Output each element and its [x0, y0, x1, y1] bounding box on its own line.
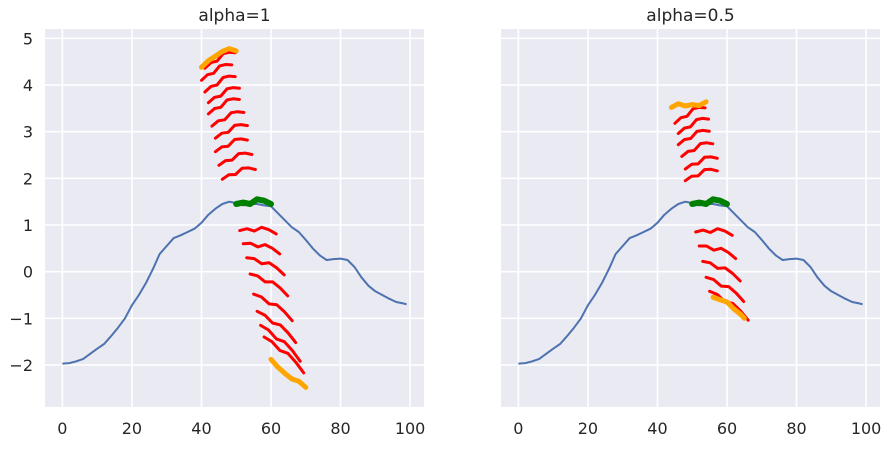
y-tick-label: 4: [23, 76, 33, 95]
spread-segment-down: [241, 241, 282, 256]
spread-segment-up: [213, 123, 249, 140]
x-tick-label: 80: [330, 419, 350, 438]
spread-segment-up: [683, 167, 719, 183]
x-tick-label: 100: [395, 419, 426, 438]
extreme-segment: [268, 356, 309, 390]
y-tick-label: −1: [9, 309, 33, 328]
plot-area: [501, 29, 880, 407]
y-tick-label: 5: [23, 29, 33, 48]
x-tick-label: 60: [261, 419, 281, 438]
extreme-segment: [710, 294, 747, 321]
x-tick-label: 100: [851, 419, 882, 438]
y-tick-label: 0: [23, 263, 33, 282]
spread-segment-down: [697, 244, 738, 261]
spread-segment-up: [217, 151, 254, 167]
spread-segment-up: [203, 74, 237, 94]
spread-segment-down: [248, 272, 290, 298]
center-segment: [689, 196, 730, 207]
center-segment: [233, 196, 274, 207]
spread-segment-down: [238, 225, 278, 236]
x-tick-label: 0: [513, 419, 523, 438]
spread-segment-up: [676, 128, 711, 147]
left-panel: 0 20 40 60 80 100 −2 −1 0 1 2 3 4 5 alpha=1: [9, 6, 425, 438]
spread-segment-down: [245, 256, 286, 277]
spread-segment-up: [203, 50, 237, 70]
spread-segment-up: [683, 155, 719, 171]
x-tick-label: 80: [786, 419, 806, 438]
spread-segment-down: [259, 323, 302, 363]
y-tick-label: 1: [23, 216, 33, 235]
spread-segment-up: [206, 86, 241, 105]
x-tick-label: 40: [191, 419, 211, 438]
x-tick-label: 20: [122, 419, 142, 438]
extreme-segment: [199, 46, 239, 70]
spread-segment-up: [676, 116, 711, 135]
x-tick-label: 0: [57, 419, 67, 438]
y-tick-label: −2: [9, 356, 33, 375]
spread-segment-up: [220, 166, 257, 181]
x-tick-label: 60: [717, 419, 737, 438]
spread-segment-up: [680, 141, 715, 158]
y-tick-label: 3: [23, 123, 33, 142]
extreme-segment: [668, 99, 709, 110]
spread-segment-down: [252, 292, 294, 323]
spread-segment-down: [255, 309, 298, 345]
y-tick-label: 2: [23, 169, 33, 188]
x-tick-label: 40: [647, 419, 667, 438]
spread-segment-down: [701, 259, 742, 283]
spread-segment-up: [206, 97, 241, 116]
spread-segment-down: [694, 227, 734, 237]
spread-segment-down: [704, 275, 746, 303]
spread-segment-up: [213, 137, 249, 154]
chart-title: alpha=0.5: [646, 6, 734, 26]
spread-segment-up: [200, 63, 234, 82]
right-panel: 0 20 40 60 80 100 alpha=0.5: [501, 6, 881, 438]
spread-segment-down: [262, 335, 306, 375]
chart-title: alpha=1: [198, 6, 270, 26]
plot-area: [45, 29, 424, 407]
spread-segment-up: [210, 110, 246, 128]
x-tick-label: 20: [578, 419, 598, 438]
